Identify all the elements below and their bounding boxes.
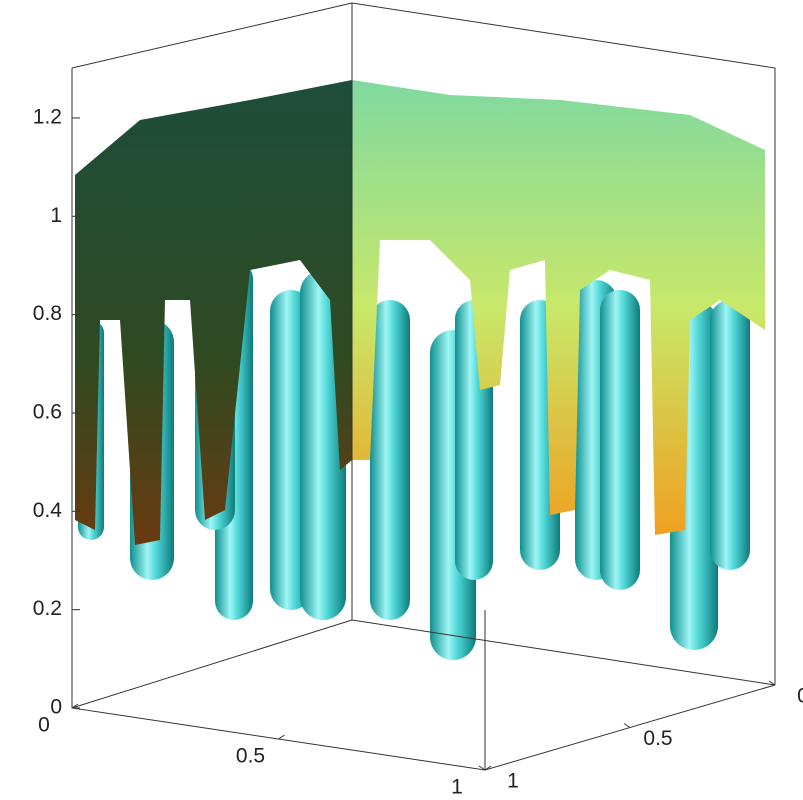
fingers <box>78 260 750 660</box>
x-tick-label: 1 <box>451 776 463 799</box>
y-tick-label: 0 <box>797 685 803 708</box>
z-tick-label: 1.2 <box>33 106 62 129</box>
z-tick-label: 0.8 <box>33 302 62 325</box>
isosurface <box>75 80 765 660</box>
z-tick-label: 0.6 <box>33 401 62 424</box>
z-tick-label: 0.2 <box>33 597 62 620</box>
x-tick <box>279 735 285 739</box>
z-tick-label: 1 <box>50 204 62 227</box>
z-tick-label: 0.4 <box>33 499 63 522</box>
y-tick-label: 0.5 <box>643 727 672 750</box>
y-tick-label: 1 <box>507 770 519 793</box>
x-tick-label: 0.5 <box>236 745 265 768</box>
y-tick <box>624 724 630 728</box>
chart: 0 0.2 0.4 0.6 0.8 1 1.2 0 0.5 1 0 0.5 1 <box>0 0 803 800</box>
x-tick-label: 0 <box>38 714 50 737</box>
z-tick-label: 0 <box>50 696 62 719</box>
